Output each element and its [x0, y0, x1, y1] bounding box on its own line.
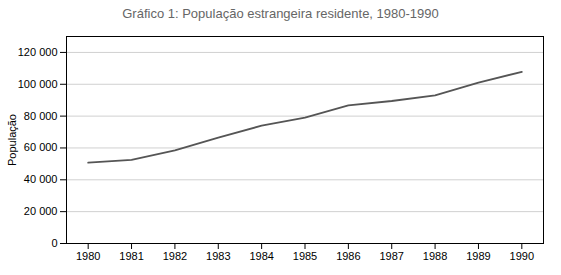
svg-text:População: População — [6, 114, 18, 166]
svg-text:1988: 1988 — [423, 250, 447, 262]
svg-text:1984: 1984 — [249, 250, 273, 262]
svg-text:60 000: 60 000 — [24, 141, 58, 153]
svg-text:1980: 1980 — [76, 250, 100, 262]
svg-text:1990: 1990 — [510, 250, 534, 262]
svg-text:1981: 1981 — [119, 250, 143, 262]
svg-text:40 000: 40 000 — [24, 173, 58, 185]
svg-text:1986: 1986 — [336, 250, 360, 262]
svg-text:1982: 1982 — [163, 250, 187, 262]
svg-text:1983: 1983 — [206, 250, 230, 262]
svg-text:1989: 1989 — [466, 250, 490, 262]
svg-text:120 000: 120 000 — [18, 46, 58, 58]
html-text:Gráfico 1: População estrangei: Gráfico 1: População estrangeira residen… — [122, 6, 439, 21]
svg-text:20 000: 20 000 — [24, 205, 58, 217]
svg-text:100 000: 100 000 — [18, 78, 58, 90]
svg-text:1985: 1985 — [293, 250, 317, 262]
svg-text:0: 0 — [51, 237, 57, 249]
svg-text:1987: 1987 — [379, 250, 403, 262]
svg-text:80 000: 80 000 — [24, 110, 58, 122]
